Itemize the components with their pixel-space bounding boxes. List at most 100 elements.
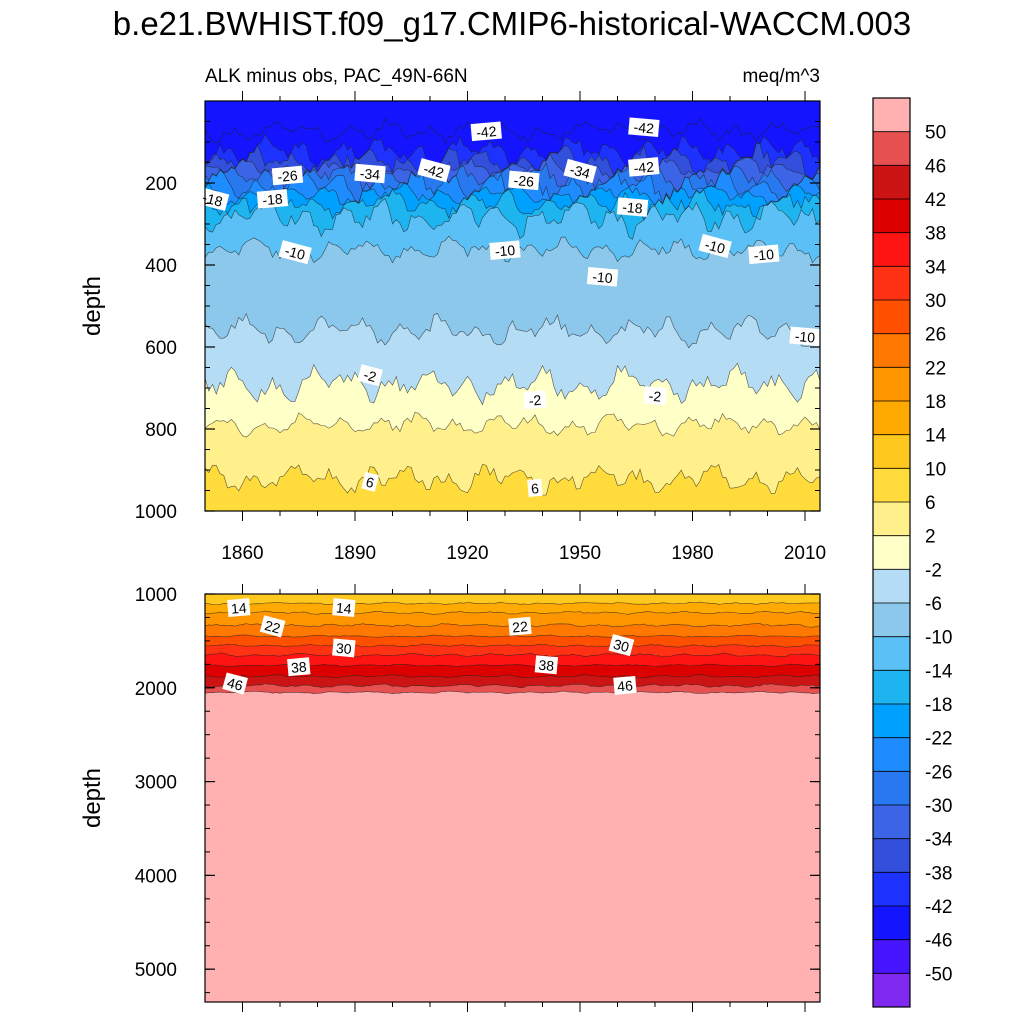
colorbar-swatch (873, 165, 910, 200)
contour-label-bg (643, 386, 667, 406)
contour-label: -10 (489, 240, 521, 260)
y-tick-label: 5000 (135, 960, 177, 981)
y-tick-label: 4000 (135, 866, 177, 887)
y-tick-label: 600 (145, 338, 177, 359)
contour-label-bg (628, 157, 660, 177)
colorbar-label: -46 (925, 931, 952, 952)
contour-label: -42 (470, 121, 502, 142)
contour-label-text: -10 (753, 246, 775, 264)
contour-line (205, 690, 820, 695)
colorbar-swatch (873, 838, 910, 873)
colorbar-label: -38 (925, 863, 952, 884)
contour-label: 14 (227, 598, 251, 618)
x-tick-label: 1980 (671, 543, 713, 564)
contour-line (205, 198, 820, 240)
y-tick-label: 200 (145, 174, 177, 195)
top-contour-fill (205, 101, 820, 511)
y-tick-label: 1000 (135, 585, 177, 606)
contour-line (205, 674, 820, 679)
contour-line (205, 683, 820, 689)
contour-label: 6 (527, 478, 543, 497)
bottom-axes: 1000 2000 3000 4000 5000 (135, 584, 820, 1012)
contour-label-bg (616, 197, 649, 217)
contour-line (205, 411, 820, 438)
contour-label: -10 (278, 240, 312, 265)
contour-label-text: 38 (538, 657, 555, 674)
contour-label-bg (195, 186, 230, 212)
colorbar-swatch (873, 872, 910, 907)
contour-line (205, 601, 820, 605)
contour-label-bg (698, 233, 732, 259)
colorbar-label: -26 (925, 762, 952, 783)
colorbar-swatch (873, 939, 910, 974)
contour-label-bg (628, 117, 660, 137)
contour-label-text: 22 (512, 618, 529, 635)
colorbar-label: 38 (925, 224, 946, 245)
contour-label: -18 (256, 189, 289, 209)
contour-label: 38 (287, 657, 311, 677)
colorbar-swatch (873, 98, 910, 133)
contour-label-text: -10 (794, 328, 816, 346)
contour-label-text: 46 (225, 674, 244, 694)
colorbar-swatch (873, 535, 910, 570)
contour-line (205, 117, 820, 145)
y-tick-label: 2000 (135, 679, 177, 700)
colorbar-swatch (873, 232, 910, 267)
contour-label-text: 38 (290, 659, 307, 676)
contour-label: -2 (643, 386, 667, 406)
contour-label-text: -10 (283, 242, 307, 263)
contour-label-text: 30 (612, 636, 631, 656)
contour-label-text: -42 (422, 160, 446, 181)
contour-label-bg (470, 121, 502, 142)
contour-label-text: 6 (530, 480, 539, 497)
contour-label: -26 (508, 170, 540, 191)
x-tick-label: 2010 (784, 543, 826, 564)
contour-label-bg (489, 240, 521, 260)
x-tick-label: 1860 (221, 543, 263, 564)
contour-band (205, 691, 820, 1002)
contour-label: -2 (357, 364, 383, 387)
colorbar-swatch (873, 131, 910, 166)
colorbar-swatch (873, 973, 910, 1008)
subtitle-right: meq/m^3 (742, 66, 820, 87)
contour-label-bg (259, 615, 286, 638)
contour-label-bg (508, 616, 532, 636)
y-tick-label: 400 (145, 256, 177, 277)
contour-label-bg (256, 189, 289, 209)
colorbar-swatch (873, 367, 910, 402)
contour-label: 38 (534, 655, 559, 675)
contour-label-text: -42 (633, 119, 655, 137)
colorbar-label: -18 (925, 695, 952, 716)
colorbar-label: -10 (925, 628, 952, 649)
contour-label-text: -2 (648, 388, 662, 405)
contour-label: -42 (417, 158, 451, 183)
contour-label: -10 (698, 233, 732, 259)
contour-label-text: -10 (703, 236, 727, 257)
y-tick-label: 800 (145, 420, 177, 441)
contour-label: 14 (332, 598, 356, 618)
colorbar-swatch (873, 704, 910, 739)
contour-line (205, 152, 820, 180)
colorbar-label: -42 (925, 897, 952, 918)
colorbar-label: 18 (925, 392, 946, 413)
top-axes: 200 400 600 800 1000 1860 1890 1920 1950 1980 2010 (135, 91, 826, 564)
colorbar-swatch (873, 906, 910, 941)
colorbar-swatch (873, 468, 910, 503)
colorbar-swatch (873, 636, 910, 671)
contour-label-bg (586, 267, 619, 287)
colorbar-swatch (873, 333, 910, 368)
contour-label-text: -18 (201, 189, 225, 210)
colorbar-label: 2 (925, 527, 936, 548)
contour-label-bg (287, 657, 311, 677)
bottom-plot-frame (204, 593, 821, 1003)
contour-label-bg (789, 326, 821, 347)
colorbar-label: 6 (925, 493, 936, 514)
colorbar-label: -6 (925, 594, 942, 615)
contour-line (205, 188, 820, 221)
contour-label-bg (417, 158, 451, 183)
contour-line (205, 133, 820, 169)
colorbar-frame (872, 97, 911, 1008)
contour-label-text: -18 (262, 191, 284, 209)
top-contour-labels: -42 -42-42 -42-34 -34-26 -26-18 -18 -18-10 -10-… (195, 117, 821, 497)
